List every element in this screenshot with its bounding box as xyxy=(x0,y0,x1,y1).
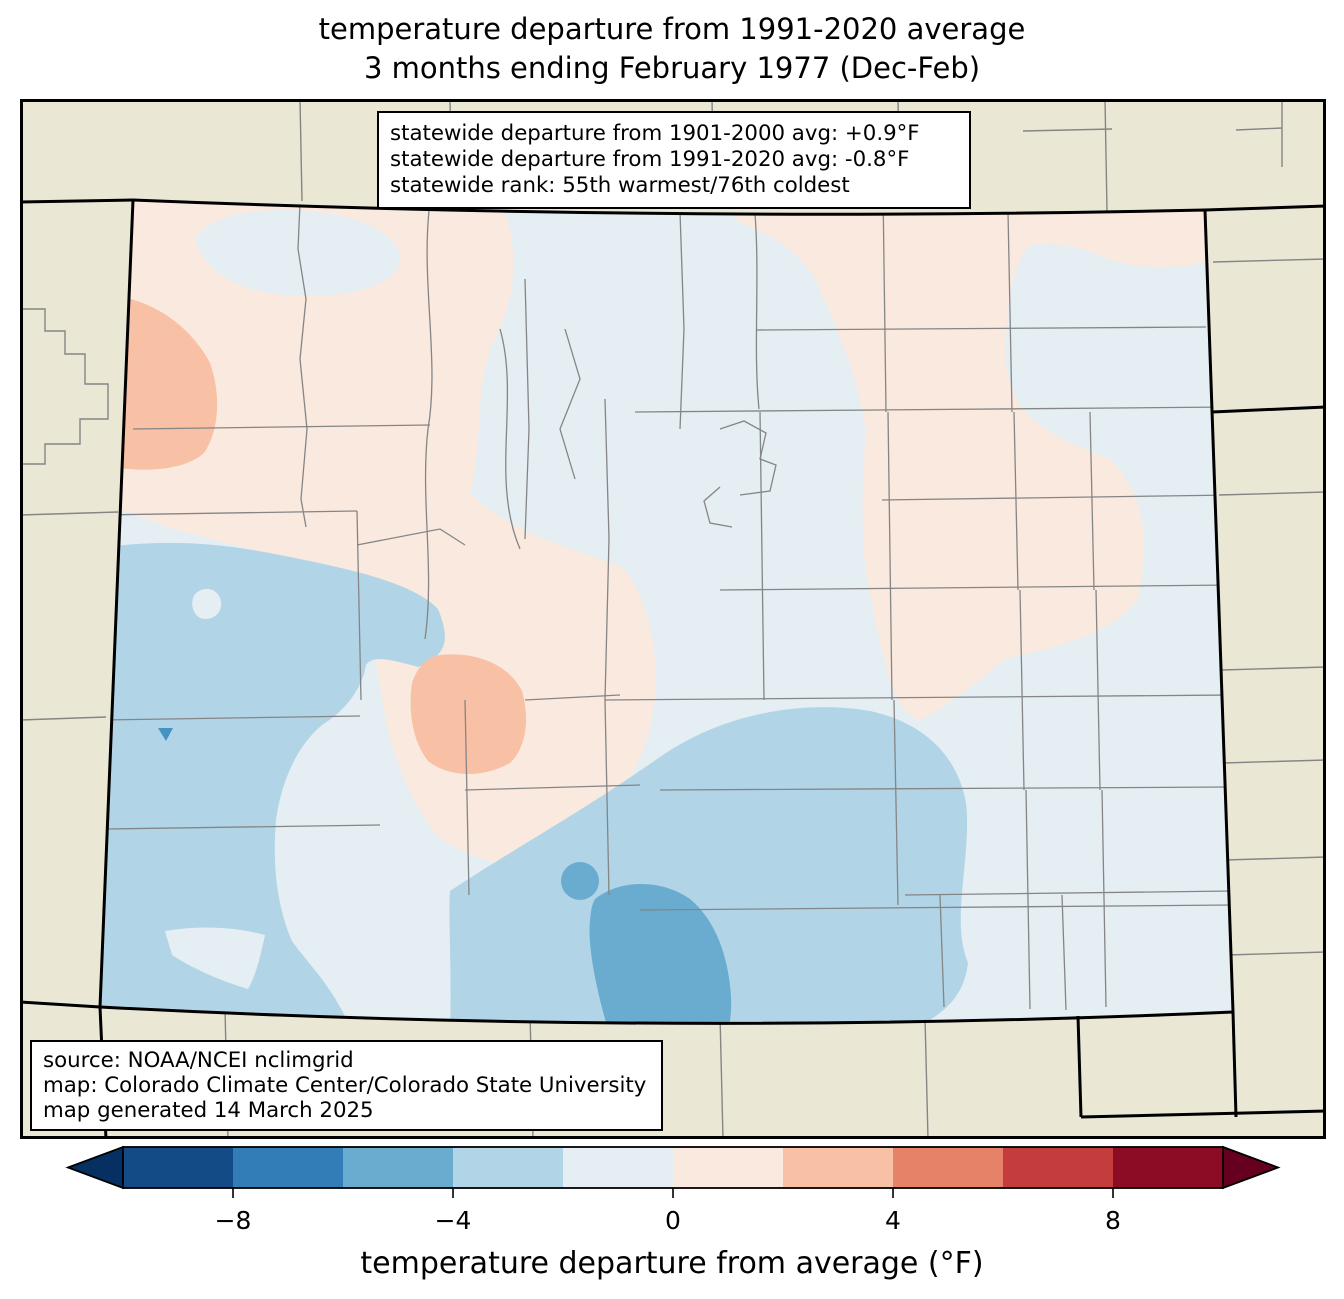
anomaly-fill-layers xyxy=(100,200,1233,1024)
cold-core-southcentral xyxy=(589,884,732,1024)
colorado-anomaly-map xyxy=(20,99,1326,1139)
title-line-1: temperature departure from 1991-2020 ave… xyxy=(318,12,1026,46)
colorbar: −8 −4 0 4 8 temperature departure from a… xyxy=(65,1145,1281,1281)
state-borders xyxy=(20,198,1326,1139)
stats-line-2: statewide departure from 1991-2020 avg: … xyxy=(390,147,910,172)
stats-line-3: statewide rank: 55th warmest/76th coldes… xyxy=(390,173,850,198)
colorbar-segment xyxy=(783,1147,893,1188)
map-axes: statewide departure from 1901-2000 avg: … xyxy=(20,99,1326,1139)
warmer-regions xyxy=(105,295,526,775)
cold-speck-west xyxy=(158,728,173,741)
colorbar-segment xyxy=(1113,1147,1223,1188)
tick-label: 4 xyxy=(885,1206,901,1235)
colorbar-axis-label: temperature departure from average (°F) xyxy=(360,1246,983,1281)
source-line-2: map: Colorado Climate Center/Colorado St… xyxy=(43,1073,647,1098)
cool-region-westcentral xyxy=(100,542,445,1024)
source-line-1: source: NOAA/NCEI nclimgrid xyxy=(43,1048,354,1073)
cool-regions xyxy=(100,542,968,1024)
southwest-notch xyxy=(165,927,265,989)
tick-label: 0 xyxy=(665,1206,681,1235)
title-line-2: 3 months ending February 1977 (Dec-Feb) xyxy=(363,51,981,85)
colorbar-segment xyxy=(233,1147,343,1188)
colorbar-ticks xyxy=(232,1188,1114,1198)
colorbar-segments xyxy=(123,1147,1223,1188)
near-normal-notches xyxy=(165,588,446,1024)
stats-line-1: statewide departure from 1901-2000 avg: … xyxy=(390,121,920,146)
warm-blob-center xyxy=(410,654,526,775)
warm-region-northeast-band xyxy=(720,200,1210,721)
cool-pocket-north xyxy=(195,209,401,296)
colorbar-segment xyxy=(673,1147,783,1188)
cool-region-southcentral xyxy=(449,707,968,1024)
colorbar-left-arrow xyxy=(65,1145,124,1190)
stats-box: statewide departure from 1901-2000 avg: … xyxy=(377,111,971,209)
colder-regions xyxy=(561,862,732,1024)
colorbar-segment xyxy=(563,1147,673,1188)
colorbar-segment xyxy=(343,1147,453,1188)
cold-spot-small xyxy=(561,862,599,900)
colorado-county-lines xyxy=(100,200,1233,1011)
colorbar-right-arrow xyxy=(1222,1145,1281,1190)
source-box: source: NOAA/NCEI nclimgrid map: Colorad… xyxy=(30,1040,663,1131)
colorbar-segment xyxy=(453,1147,563,1188)
colorbar-segment xyxy=(893,1147,1003,1188)
westcentral-hole xyxy=(192,588,222,619)
page-title: temperature departure from 1991-2020 ave… xyxy=(0,10,1344,88)
valley-notch xyxy=(339,868,446,1024)
axes-frame xyxy=(20,99,1326,1139)
tick-label: 8 xyxy=(1105,1206,1121,1235)
tick-label: −8 xyxy=(215,1206,252,1235)
colorbar-tick-labels: −8 −4 0 4 8 xyxy=(215,1206,1121,1235)
warm-blob-westedge xyxy=(105,295,218,470)
colorbar-segment xyxy=(1003,1147,1113,1188)
colorbar-segment xyxy=(123,1147,233,1188)
source-line-3: map generated 14 March 2025 xyxy=(43,1098,374,1123)
tick-label: −4 xyxy=(435,1206,472,1235)
